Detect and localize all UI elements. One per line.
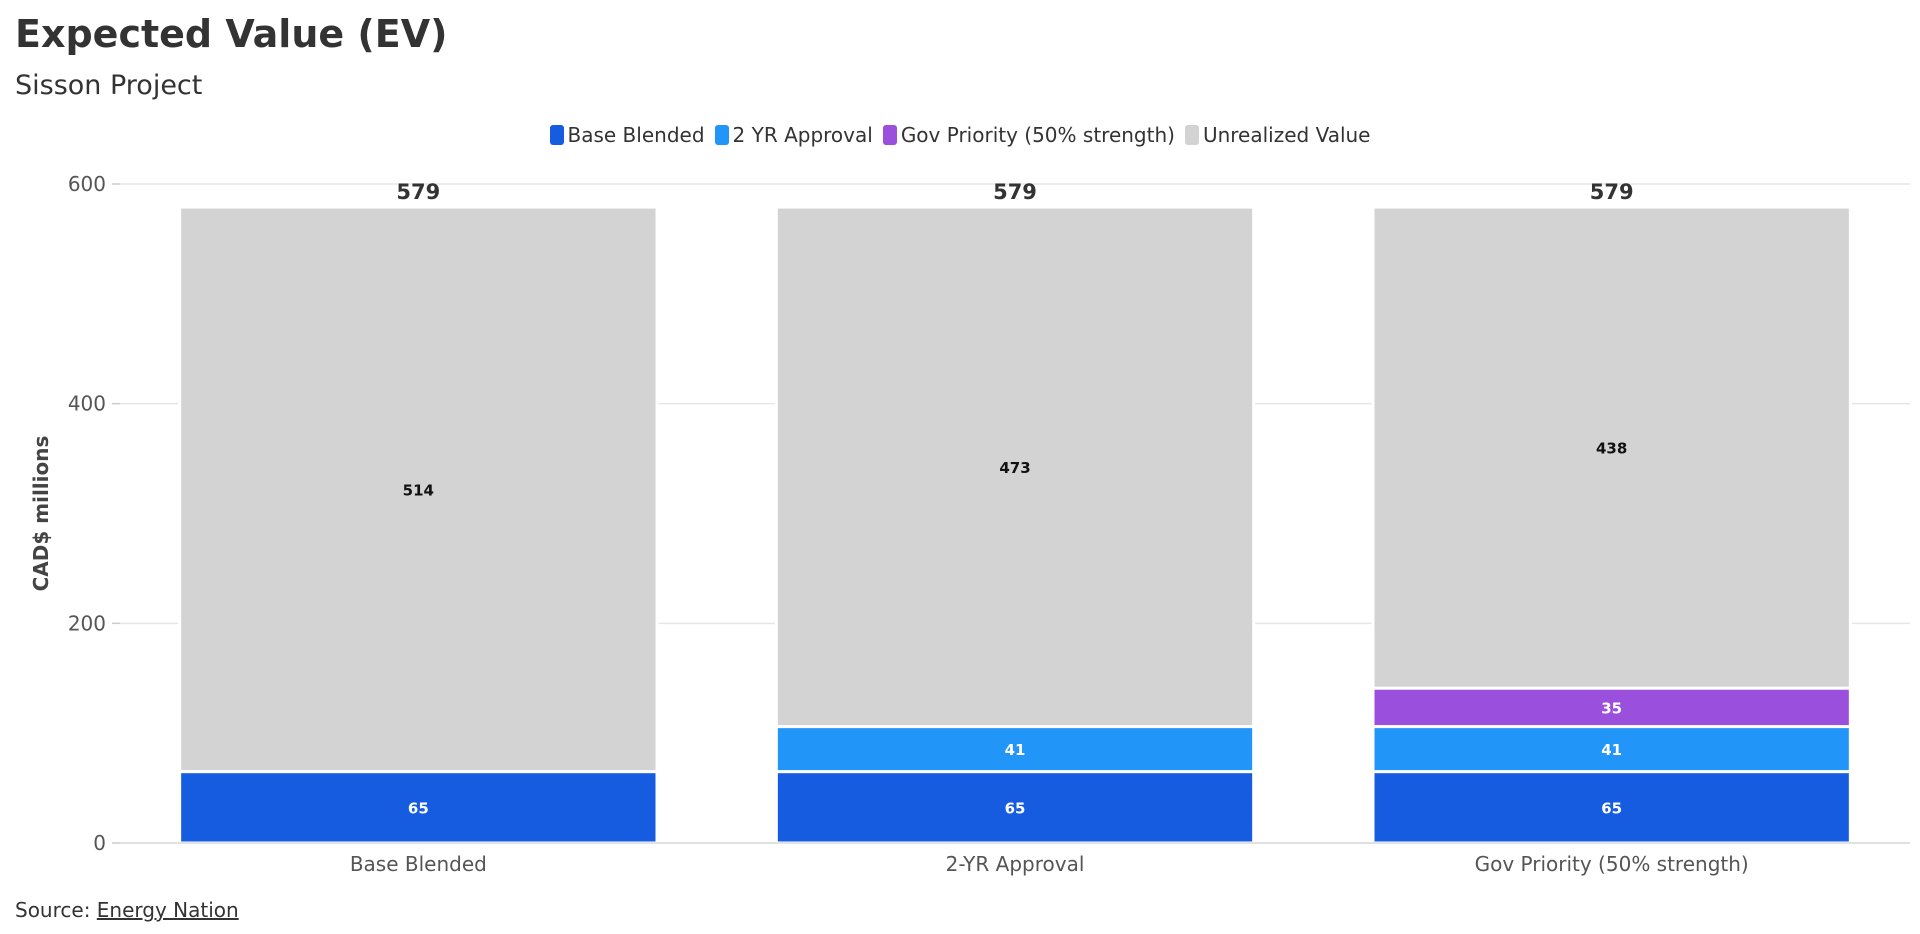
chart-title: Expected Value (EV) <box>15 12 448 56</box>
y-tick-label: 0 <box>93 831 106 855</box>
bar-data-label: 41 <box>1601 741 1622 759</box>
bar-segment <box>1371 725 1852 774</box>
y-tick-label: 400 <box>68 392 106 416</box>
bar-segment <box>178 205 659 774</box>
y-axis-label: CAD$ millions <box>29 436 53 592</box>
x-tick-label: 2-YR Approval <box>946 852 1085 876</box>
bar-segment <box>1371 205 1852 690</box>
x-tick-label: Gov Priority (50% strength) <box>1475 852 1749 876</box>
bar-data-label: 438 <box>1596 440 1627 458</box>
bar-segment <box>1371 770 1852 845</box>
bar-segment <box>1371 686 1852 729</box>
bar-data-label: 65 <box>408 799 429 817</box>
bar-total-label: 579 <box>993 180 1037 204</box>
source-link[interactable]: Energy Nation <box>96 898 239 922</box>
source-prefix: Source: <box>15 898 97 922</box>
bar-data-label: 65 <box>1005 799 1026 817</box>
legend-swatch-2yr-approval <box>714 125 729 145</box>
legend-item-gov-priority[interactable]: Gov Priority (50% strength) <box>882 123 1175 147</box>
legend-swatch-base-blended <box>549 125 564 145</box>
source-note: Source: Energy Nation <box>15 898 239 922</box>
legend-label-2yr-approval: 2 YR Approval <box>732 123 873 147</box>
bar-data-label: 473 <box>999 459 1030 477</box>
chart-legend: Base Blended 2 YR Approval Gov Priority … <box>0 123 1920 147</box>
bar-data-label: 65 <box>1601 799 1622 817</box>
legend-swatch-gov-priority <box>882 125 897 145</box>
y-tick-label: 600 <box>68 172 106 196</box>
legend-label-base-blended: Base Blended <box>567 123 705 147</box>
x-tick-label: Base Blended <box>350 852 487 876</box>
bar-data-label: 35 <box>1601 699 1622 717</box>
bar-segment <box>774 205 1256 729</box>
legend-item-base-blended[interactable]: Base Blended <box>549 123 705 147</box>
legend-label-unrealized-value: Unrealized Value <box>1202 123 1371 147</box>
bar-data-label: 514 <box>403 481 434 499</box>
bar-data-label: 41 <box>1005 741 1026 759</box>
chart-subtitle: Sisson Project <box>15 70 203 101</box>
bar-total-label: 579 <box>396 180 440 204</box>
y-tick-label: 200 <box>68 611 106 635</box>
bar-total-label: 579 <box>1590 180 1634 204</box>
legend-item-2yr-approval[interactable]: 2 YR Approval <box>714 123 873 147</box>
legend-swatch-unrealized-value <box>1184 125 1199 145</box>
legend-label-gov-priority: Gov Priority (50% strength) <box>900 123 1175 147</box>
legend-item-unrealized-value[interactable]: Unrealized Value <box>1184 123 1371 147</box>
